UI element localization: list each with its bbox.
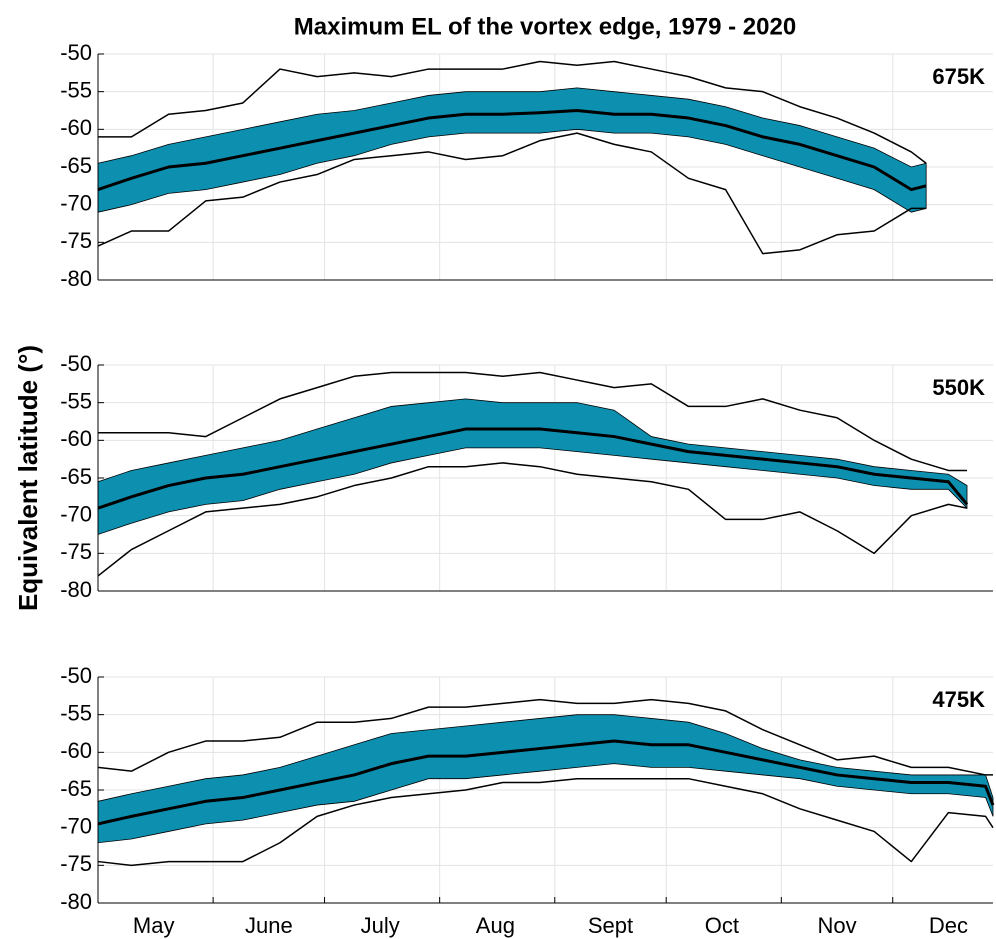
y-tick-label: -65 bbox=[60, 153, 92, 178]
y-tick-label: -80 bbox=[60, 577, 92, 602]
y-tick-label: -55 bbox=[60, 77, 92, 102]
series-line bbox=[97, 427, 969, 510]
x-tick-label: June bbox=[245, 913, 293, 938]
series-line bbox=[97, 132, 927, 255]
y-tick-label: -60 bbox=[60, 738, 92, 763]
y-tick-label: -65 bbox=[60, 776, 92, 801]
panel-label: 475K bbox=[932, 687, 985, 712]
y-tick-label: -50 bbox=[60, 663, 92, 688]
x-tick-label: May bbox=[133, 913, 175, 938]
y-tick-label: -60 bbox=[60, 115, 92, 140]
x-tick-label: Oct bbox=[705, 913, 739, 938]
series-line bbox=[98, 371, 968, 472]
y-tick-label: -70 bbox=[60, 190, 92, 215]
y-tick-label: -80 bbox=[60, 266, 92, 291]
x-tick-label: July bbox=[361, 913, 400, 938]
y-axis-label: Equivalent latitude (°) bbox=[13, 345, 43, 611]
y-tick-label: -55 bbox=[60, 700, 92, 725]
series-line bbox=[98, 60, 927, 164]
y-tick-label: -70 bbox=[60, 813, 92, 838]
x-tick-label: Nov bbox=[817, 913, 856, 938]
series-line bbox=[97, 739, 995, 826]
series-line bbox=[97, 109, 927, 192]
spread-band bbox=[97, 714, 994, 844]
series-line bbox=[97, 462, 968, 577]
panel-label: 675K bbox=[932, 64, 985, 89]
x-tick-label: Sept bbox=[588, 913, 633, 938]
x-tick-label: Aug bbox=[476, 913, 515, 938]
y-tick-label: -75 bbox=[60, 539, 92, 564]
series-line bbox=[97, 698, 993, 776]
y-tick-label: -50 bbox=[60, 40, 92, 65]
y-tick-label: -55 bbox=[60, 388, 92, 413]
x-tick-label: Dec bbox=[929, 913, 968, 938]
y-tick-label: -50 bbox=[60, 351, 92, 376]
panel-label: 550K bbox=[932, 375, 985, 400]
spread-band bbox=[97, 87, 927, 213]
chart-title: Maximum EL of the vortex edge, 1979 - 20… bbox=[294, 13, 796, 40]
y-tick-label: -80 bbox=[60, 889, 92, 914]
y-tick-label: -60 bbox=[60, 426, 92, 451]
series-line bbox=[97, 777, 994, 867]
y-tick-label: -75 bbox=[60, 228, 92, 253]
y-tick-label: -70 bbox=[60, 501, 92, 526]
y-tick-label: -75 bbox=[60, 851, 92, 876]
y-tick-label: -65 bbox=[60, 464, 92, 489]
